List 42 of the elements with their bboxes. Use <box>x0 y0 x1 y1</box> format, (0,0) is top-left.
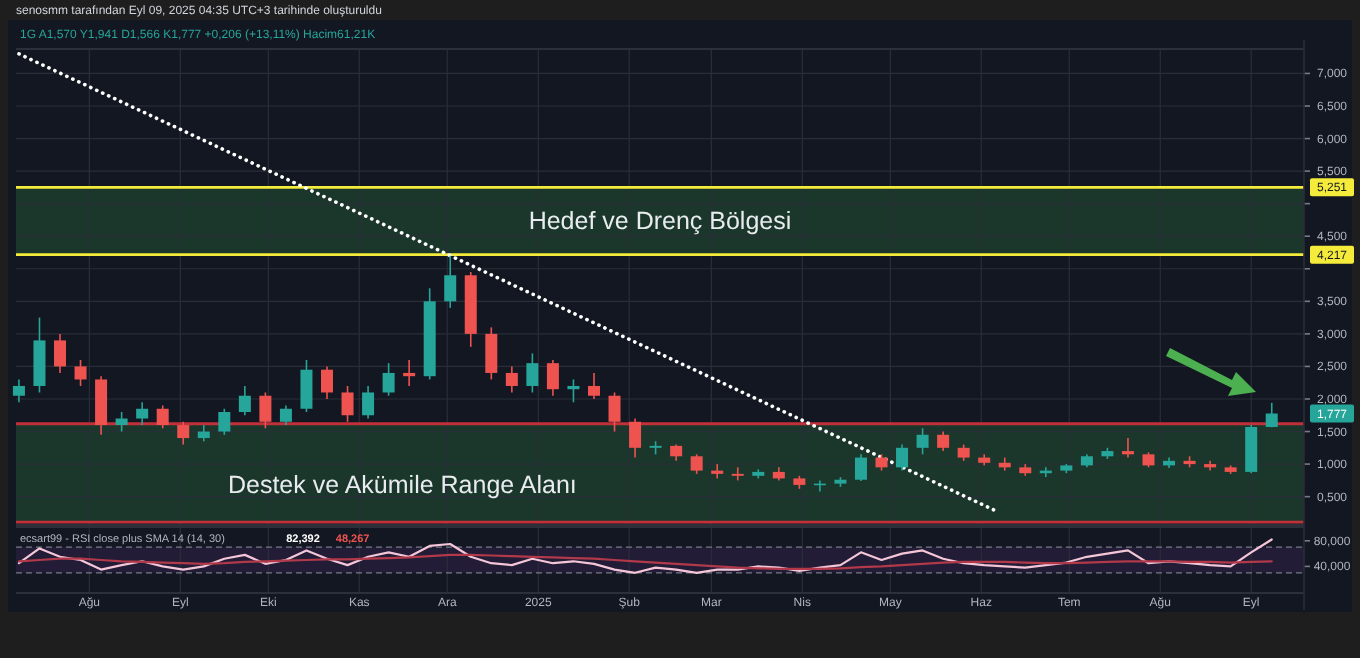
candlestick <box>567 378 580 404</box>
candlestick <box>156 404 169 430</box>
candlestick <box>177 420 190 446</box>
candlestick <box>485 326 498 381</box>
candlestick <box>505 365 518 394</box>
candlestick <box>444 254 457 309</box>
candlestick <box>218 407 231 436</box>
candlestick <box>382 362 395 397</box>
line-series <box>17 538 1273 574</box>
candlestick <box>115 411 128 433</box>
candlestick <box>238 385 251 417</box>
candlestick <box>1121 437 1134 459</box>
candlestick <box>33 316 46 394</box>
band-label: Hedef ve Drenç Bölgesi <box>528 206 792 235</box>
band-label: Destek ve Akümile Range Alanı <box>227 470 577 499</box>
candlestick <box>259 391 272 430</box>
candlestick <box>300 359 313 413</box>
line-series <box>17 553 1273 571</box>
candlestick <box>1245 424 1258 475</box>
candlestick <box>136 401 149 426</box>
candlestick <box>916 427 929 456</box>
candlestick <box>711 463 724 480</box>
candlestick <box>279 404 292 426</box>
candlestick <box>690 453 703 475</box>
candlestick <box>403 359 416 387</box>
candlestick <box>12 378 25 404</box>
candlestick <box>854 453 867 482</box>
candlestick <box>362 385 375 420</box>
candlestick <box>54 333 67 374</box>
candlestick <box>608 391 621 433</box>
candlestick <box>896 443 909 472</box>
candlestick <box>629 417 642 459</box>
candlestick <box>321 365 333 400</box>
candlestick <box>74 359 87 387</box>
candlestick <box>95 375 108 436</box>
candlestick <box>1265 402 1278 429</box>
candlestick <box>341 385 354 423</box>
candlestick <box>937 430 950 452</box>
candlestick <box>546 359 559 397</box>
candlestick <box>731 466 744 482</box>
candlestick <box>526 352 539 394</box>
candlestick <box>587 372 600 400</box>
